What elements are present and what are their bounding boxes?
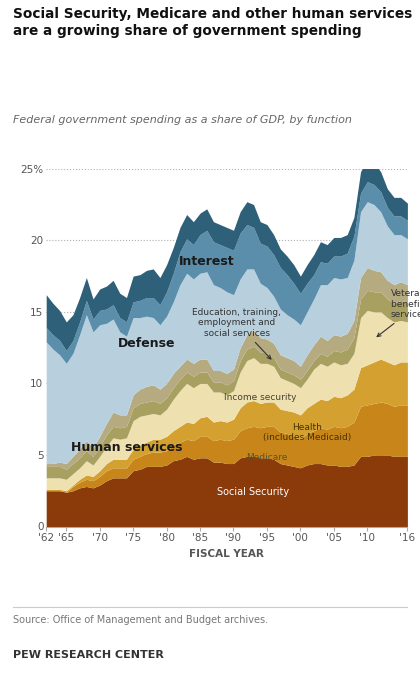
Text: Human services: Human services <box>71 441 182 454</box>
Text: Other: Other <box>53 265 93 278</box>
Text: Social Security, Medicare and other human services
are a growing share of govern: Social Security, Medicare and other huma… <box>13 7 412 38</box>
Text: Interest: Interest <box>179 255 234 268</box>
X-axis label: FISCAL YEAR: FISCAL YEAR <box>189 549 264 559</box>
Text: Defense: Defense <box>118 337 175 350</box>
Text: Income security: Income security <box>224 394 297 402</box>
Text: Education, training,
employment and
social services: Education, training, employment and soci… <box>192 308 281 359</box>
Text: Source: Office of Management and Budget archives.: Source: Office of Management and Budget … <box>13 616 268 625</box>
Text: Veterans
benefits and
services: Veterans benefits and services <box>377 289 420 337</box>
Text: Medicare: Medicare <box>246 453 288 462</box>
Text: Federal government spending as a share of GDP, by function: Federal government spending as a share o… <box>13 115 352 126</box>
Text: Social Security: Social Security <box>218 487 290 497</box>
Text: PEW RESEARCH CENTER: PEW RESEARCH CENTER <box>13 651 163 660</box>
Text: Health
(includes Medicaid): Health (includes Medicaid) <box>263 423 351 443</box>
